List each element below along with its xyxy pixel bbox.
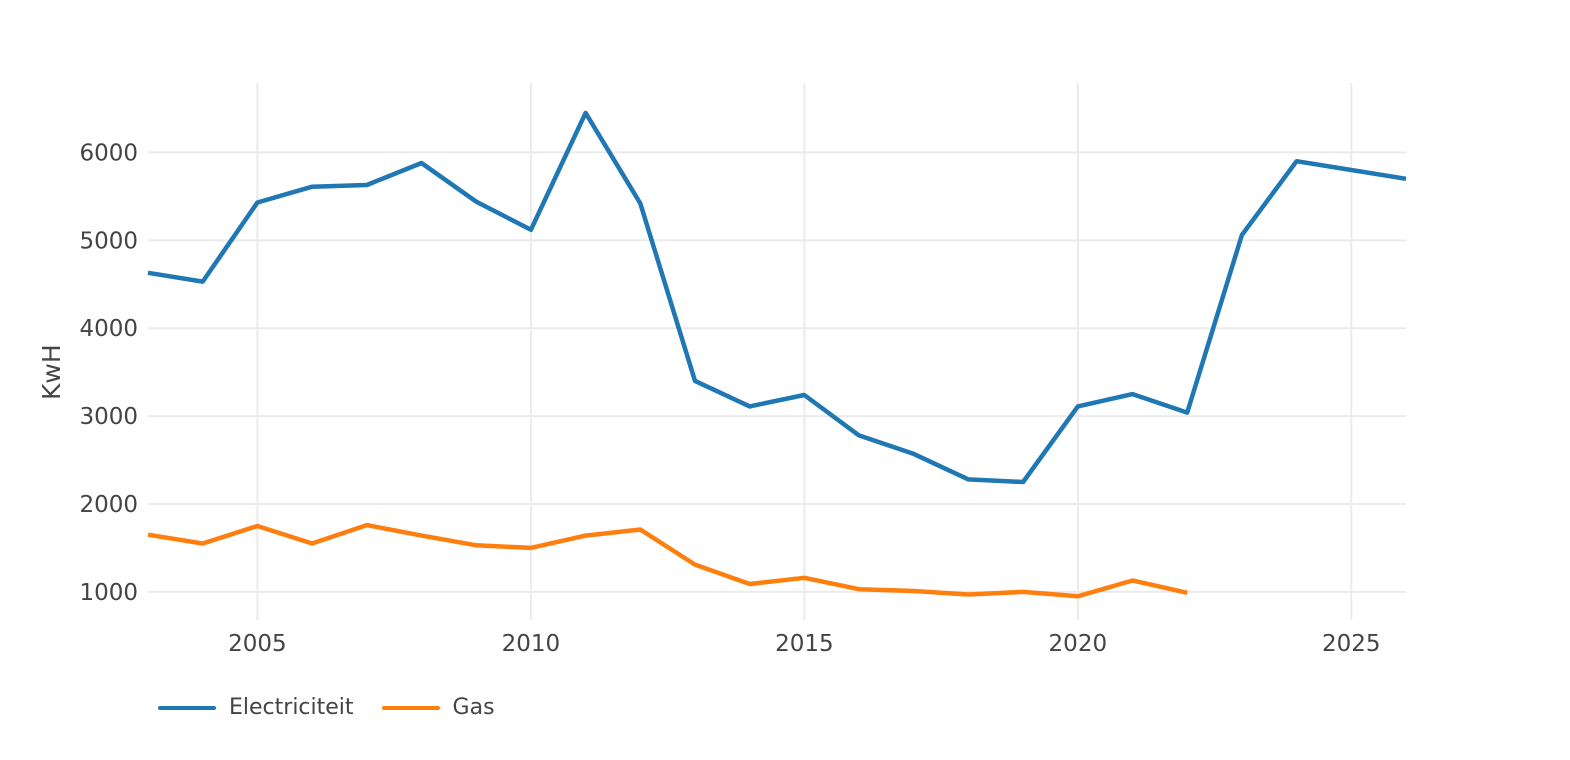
legend-label-gas: Gas: [452, 695, 495, 720]
gas-line: [147, 522, 1188, 599]
y-tick-label: 3000: [79, 404, 138, 430]
x-tick-label: 2025: [1322, 631, 1381, 657]
gas-line-swatch: [381, 706, 440, 710]
electricity-line: [147, 110, 1407, 485]
legend-label-electriciteit: Electriciteit: [229, 695, 354, 720]
y-tick-label: 5000: [79, 228, 138, 254]
x-tick-label: 2015: [775, 631, 834, 657]
legend-item-gas[interactable]: Gas: [381, 694, 495, 722]
x-tick-label: 2005: [228, 631, 287, 657]
electricity-line-swatch: [158, 706, 216, 710]
y-tick-label: 1000: [79, 580, 138, 606]
legend-item-electriciteit[interactable]: Electriciteit: [158, 694, 354, 722]
y-tick-label: 2000: [79, 492, 138, 518]
legend: Electriciteit Gas: [158, 694, 495, 722]
y-tick-label: 6000: [79, 140, 138, 166]
y-tick-label: 4000: [79, 316, 138, 342]
y-axis-title: KwH: [37, 344, 66, 400]
x-tick-label: 2020: [1049, 631, 1108, 657]
x-tick-label: 2010: [502, 631, 561, 657]
